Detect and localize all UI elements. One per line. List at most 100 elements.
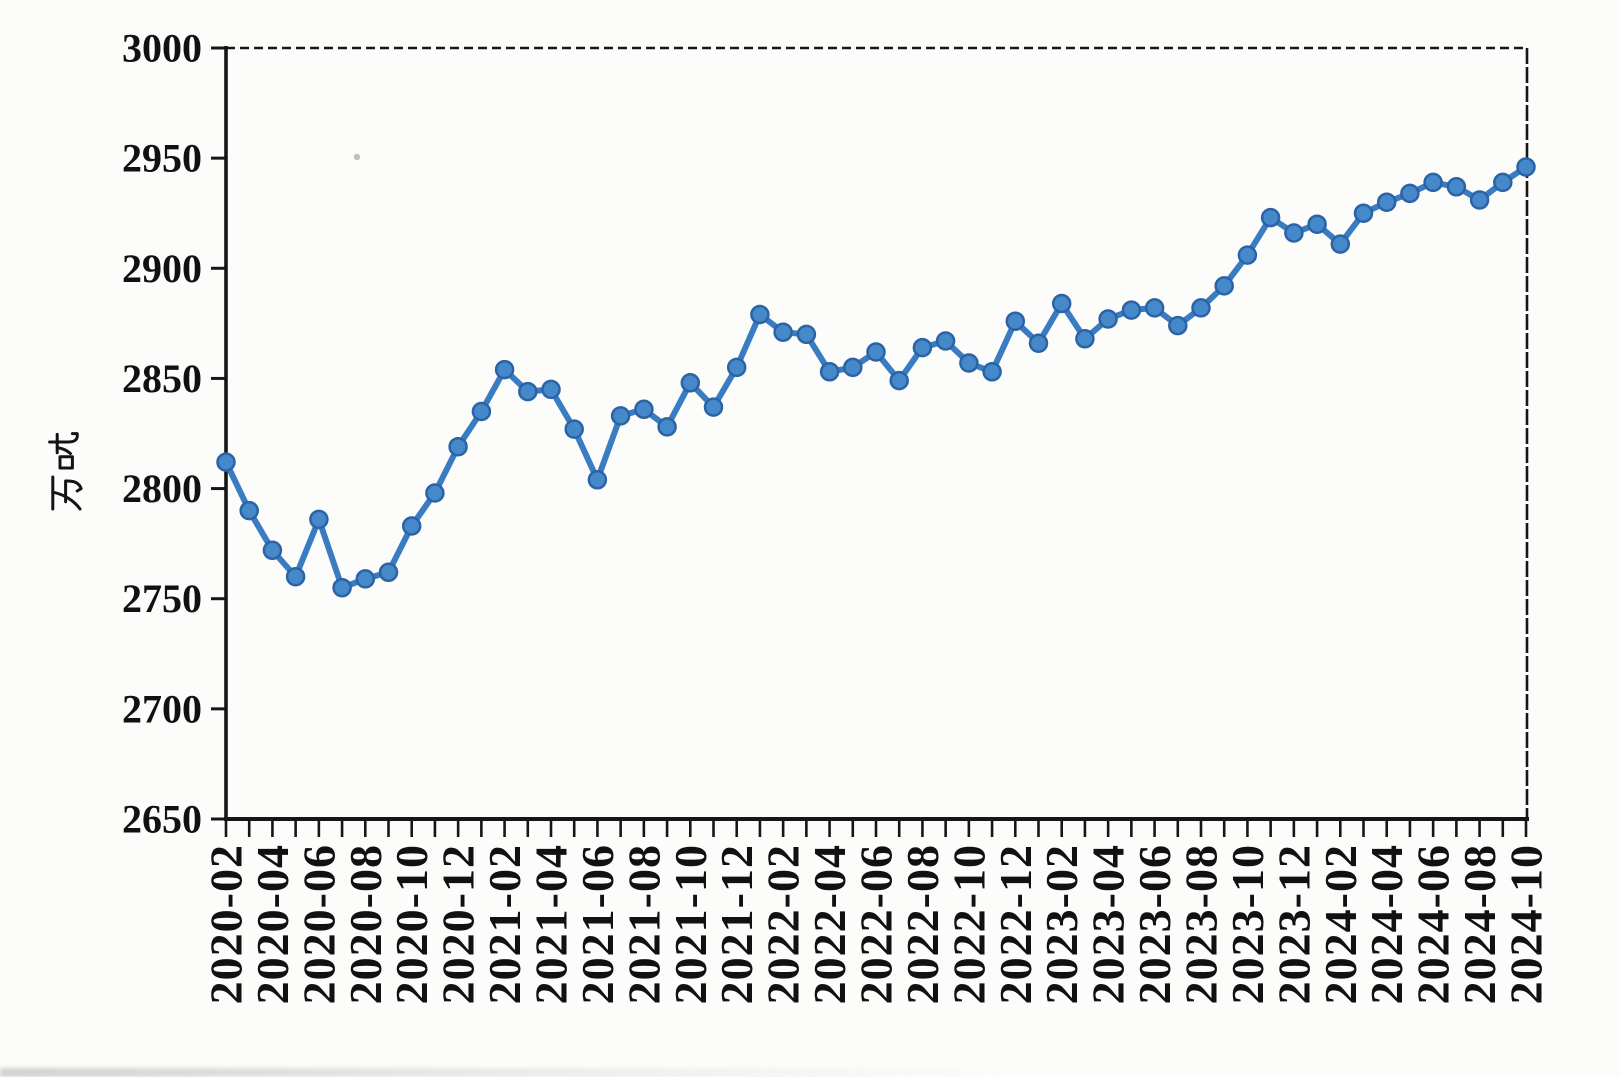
data-point [1051, 293, 1072, 314]
data-point [680, 373, 701, 393]
data-point [1214, 276, 1234, 296]
x-tick-label: 2022-08 [897, 844, 948, 1004]
x-tick-label: 2022-02 [758, 844, 809, 1004]
data-point [1098, 309, 1118, 329]
data-point [1168, 315, 1188, 336]
data-point [309, 509, 329, 530]
data-point [332, 577, 352, 598]
x-tick-label: 2023-10 [1222, 844, 1273, 1004]
x-tick-label: 2020-12 [433, 844, 484, 1004]
data-point [726, 357, 747, 378]
x-tick-label: 2024-06 [1408, 844, 1459, 1004]
data-point [541, 379, 561, 400]
data-point [518, 381, 538, 402]
x-tick-label: 2024-02 [1315, 844, 1366, 1004]
unit-glyph-dun [48, 432, 79, 470]
y-tick-label: 2700 [122, 686, 202, 731]
data-point [401, 516, 422, 536]
x-tick-label: 2020-04 [247, 844, 298, 1004]
data-point [216, 452, 236, 472]
data-point [982, 362, 1002, 382]
data-point [1028, 333, 1049, 353]
data-point [657, 417, 677, 437]
data-point [773, 322, 793, 342]
x-tick-label: 2020-08 [340, 844, 391, 1004]
y-tick-label: 2950 [122, 136, 202, 181]
data-point [1237, 245, 1258, 265]
x-tick-label: 2021-02 [479, 844, 530, 1004]
y-tick-label: 2750 [122, 576, 202, 621]
data-point [1376, 192, 1397, 212]
data-point [1400, 183, 1420, 204]
data-point [448, 436, 468, 457]
x-tick-label: 2021-10 [665, 844, 716, 1004]
data-point [564, 419, 584, 439]
x-tick-label: 2023-06 [1129, 844, 1180, 1004]
x-tick-label: 2023-04 [1083, 844, 1134, 1004]
x-tick-label: 2024-10 [1501, 844, 1552, 1004]
data-point [1307, 214, 1327, 234]
data-point [1423, 172, 1443, 193]
x-tick-label: 2023-02 [1036, 844, 1087, 1004]
data-point [355, 569, 376, 589]
x-tick-label: 2022-12 [990, 844, 1041, 1004]
data-point [935, 331, 956, 351]
data-point [819, 362, 840, 382]
scan-speck [353, 153, 361, 161]
x-tick-label: 2022-10 [943, 844, 994, 1004]
data-point [378, 562, 399, 583]
data-point [1446, 177, 1467, 197]
data-point [1493, 172, 1513, 193]
data-point [959, 353, 979, 373]
y-tick-label: 2900 [122, 246, 202, 291]
x-tick-label: 2022-06 [851, 844, 902, 1004]
data-point [239, 500, 259, 521]
data-point [425, 483, 445, 503]
data-point [494, 359, 515, 380]
data-point [1144, 298, 1165, 318]
x-tick-label: 2023-08 [1176, 844, 1227, 1004]
data-point [1191, 298, 1211, 318]
data-point [796, 324, 817, 345]
data-point [262, 540, 283, 561]
y-tick-label: 2650 [122, 797, 202, 842]
x-tick-label: 2020-10 [386, 844, 437, 1004]
y-tick-label: 3000 [122, 26, 202, 71]
data-point [750, 304, 770, 325]
data-point [471, 401, 492, 422]
data-point [634, 399, 654, 420]
x-tick-label: 2024-08 [1454, 844, 1505, 1004]
x-tick-label: 2020-02 [201, 844, 252, 1004]
y-tick-label: 2800 [122, 466, 202, 511]
x-tick-label: 2024-04 [1361, 844, 1412, 1004]
data-point [866, 342, 886, 362]
x-tick-label: 2021-08 [618, 844, 669, 1004]
x-tick-label: 2021-06 [572, 844, 623, 1004]
data-point [1075, 329, 1095, 349]
x-tick-label: 2023-12 [1268, 844, 1319, 1004]
y-tick-label: 2850 [122, 356, 202, 401]
data-point [1516, 157, 1536, 177]
data-point [912, 337, 933, 358]
data-point [703, 397, 724, 417]
x-tick-label: 2021-04 [526, 844, 577, 1004]
x-tick-label: 2021-12 [711, 844, 762, 1004]
data-point [1121, 300, 1142, 320]
data-point [285, 566, 306, 587]
data-point [1469, 190, 1490, 210]
x-tick-label: 2020-06 [293, 844, 344, 1004]
data-point [1260, 207, 1281, 228]
data-point [1353, 203, 1374, 223]
data-point [1005, 311, 1026, 331]
unit-glyph-wan [51, 475, 83, 511]
y-axis-unit-label [48, 432, 83, 511]
data-point [1284, 223, 1304, 243]
data-point [587, 470, 608, 490]
data-point [610, 406, 631, 426]
x-tick-label: 2022-04 [804, 844, 855, 1004]
data-point [843, 357, 863, 378]
data-point [889, 370, 909, 391]
data-point [1330, 234, 1351, 254]
